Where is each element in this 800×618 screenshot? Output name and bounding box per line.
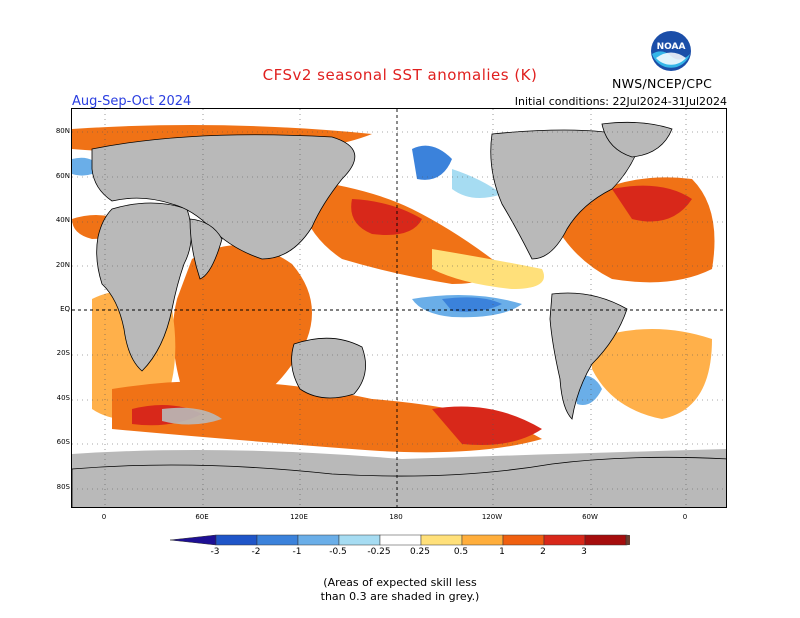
footnote-line-1: (Areas of expected skill less: [323, 576, 477, 589]
colorbar-label: 0.5: [453, 547, 469, 557]
colorbar-label: -1: [292, 547, 302, 557]
noaa-logo: NOAA: [651, 31, 691, 71]
colorbar-cell: [379, 534, 422, 546]
colorbar-cell: [543, 534, 586, 546]
lon-label-0-east: 0: [682, 513, 688, 521]
lon-label-60w: 60W: [582, 513, 598, 521]
colorbar-cell: [502, 534, 545, 546]
lat-label-40s: 40S: [56, 394, 70, 402]
colorbar-cell: [338, 534, 381, 546]
lon-label-120w: 120W: [481, 513, 503, 521]
lat-label-40n: 40N: [55, 216, 70, 224]
sst-anomaly-map: [71, 108, 727, 508]
map-canvas: [72, 109, 726, 507]
colorbar-label: -0.25: [367, 547, 391, 557]
lat-label-20n: 20N: [55, 261, 70, 269]
map-title: CFSv2 seasonal SST anomalies (K): [262, 66, 538, 84]
lat-label-eq: EQ: [60, 305, 70, 313]
colorbar-label: 3: [581, 547, 587, 557]
lon-label-60e: 60E: [195, 513, 209, 521]
lat-label-60s: 60S: [56, 438, 70, 446]
continents: [72, 121, 726, 507]
india-landmass: [189, 218, 223, 280]
colorbar-cell: [256, 534, 299, 546]
lon-label-180: 180: [389, 513, 403, 521]
equator-dateline: [72, 109, 726, 507]
agency-label: NWS/NCEP/CPC: [612, 76, 713, 91]
colorbar-cell: [215, 534, 258, 546]
warm-anomaly-regions: [72, 125, 715, 453]
footnote-line-2: than 0.3 are shaded in grey.): [320, 590, 480, 603]
australia-landmass: [291, 337, 366, 399]
colorbar-cell: [420, 534, 463, 546]
colorbar-label: -2: [251, 547, 261, 557]
colorbar-cell: [297, 534, 340, 546]
logo-text: NOAA: [657, 42, 686, 52]
lat-label-20s: 20S: [56, 349, 70, 357]
lon-label-0: 0: [101, 513, 107, 521]
lon-label-120e: 120E: [290, 513, 308, 521]
skill-footnote: (Areas of expected skill less than 0.3 a…: [0, 576, 800, 604]
antarctica-landmass: [72, 456, 726, 507]
colorbar: [170, 534, 630, 546]
initial-conditions-label: Initial conditions: 22Jul2024-31Jul2024: [514, 95, 727, 108]
colorbar-label: 1: [499, 547, 505, 557]
colorbar-cell: [461, 534, 504, 546]
lat-label-80s: 80S: [56, 483, 70, 491]
colorbar-cell: [584, 534, 627, 546]
greenland-landmass: [601, 121, 673, 158]
colorbar-right-arrow: [625, 534, 630, 546]
south-america-landmass: [549, 292, 628, 420]
colorbar-label: 0.25: [409, 547, 431, 557]
lat-label-60n: 60N: [55, 172, 70, 180]
eurasia-landmass: [91, 134, 356, 260]
lat-label-80n: 80N: [55, 127, 70, 135]
colorbar-left-arrow: [170, 534, 217, 546]
colorbar-label: -0.5: [329, 547, 347, 557]
colorbar-label: -3: [210, 547, 220, 557]
season-label: Aug-Sep-Oct 2024: [72, 94, 192, 109]
colorbar-label: 2: [540, 547, 546, 557]
graticule: [72, 109, 726, 507]
